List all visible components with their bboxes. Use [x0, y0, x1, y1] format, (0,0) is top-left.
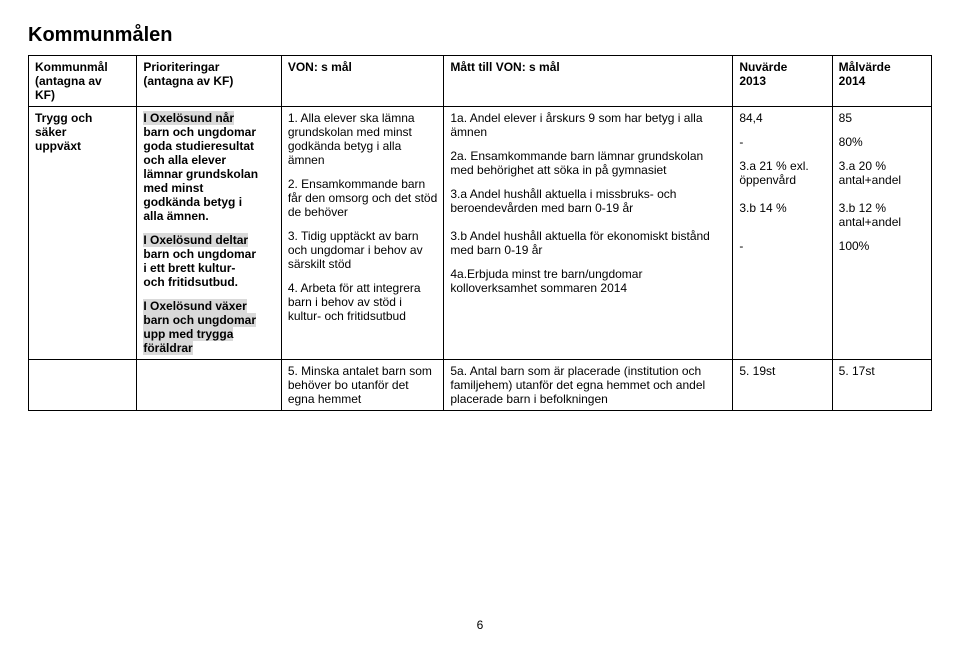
matt-item: 4a.Erbjuda minst tre barn/ungdomar kollo…: [450, 267, 726, 295]
von-item: 1. Alla elever ska lämna grundskolan med…: [288, 111, 438, 167]
value-item: 80%: [839, 135, 925, 149]
table-header-row: Kommunmål (antagna av KF) Prioriteringar…: [29, 56, 932, 107]
von-item: 4. Arbeta för att integrera barn i behov…: [288, 281, 438, 323]
cell-malvarde: 85 80% 3.a 20 % antal+andel 3.b 12 % ant…: [832, 107, 931, 360]
value-item: 3.a 20 %: [839, 159, 886, 173]
value-item: antal+andel: [839, 173, 901, 187]
header-malvarde: Målvärde 2014: [832, 56, 931, 107]
matt-item: 3.b Andel hushåll aktuella för ekonomisk…: [450, 229, 726, 257]
von-item: 2. Ensamkommande barn får den omsorg och…: [288, 177, 438, 219]
cell-von-mal: 1. Alla elever ska lämna grundskolan med…: [281, 107, 444, 360]
priority-highlight: I Oxelösund når: [143, 111, 234, 125]
von-item: 3. Tidig upptäckt av barn och ungdomar i…: [288, 229, 438, 271]
header-kommunmal: Kommunmål (antagna av KF): [29, 56, 137, 107]
matt-item: 2a. Ensamkommande barn lämnar grundskola…: [450, 149, 726, 177]
priority-highlight: upp med trygga: [143, 327, 233, 341]
table-row: Trygg och säker uppväxt I Oxelösund når …: [29, 107, 932, 360]
value-item: 3.a 21 % exl.: [739, 159, 808, 173]
priority-highlight: I Oxelösund växer: [143, 299, 246, 313]
priority-highlight: I Oxelösund deltar: [143, 233, 248, 247]
matt-item: 3.a Andel hushåll aktuella i missbruks- …: [450, 187, 726, 215]
value-item: 84,4: [739, 111, 825, 125]
cell-von-mal: 5. Minska antalet barn som behöver bo ut…: [281, 360, 444, 411]
cell-empty: [29, 360, 137, 411]
value-item: 3.b 12 %: [839, 201, 886, 215]
header-matt: Mått till VON: s mål: [444, 56, 733, 107]
value-item: öppenvård: [739, 173, 796, 187]
cell-nuvarde: 84,4 - 3.a 21 % exl. öppenvård 3.b 14 % …: [733, 107, 832, 360]
cell-malvarde: 5. 17st: [832, 360, 931, 411]
header-von-mal: VON: s mål: [281, 56, 444, 107]
priority-highlight: barn och ungdomar: [143, 313, 256, 327]
value-item: -: [739, 135, 825, 149]
value-item: 85: [839, 111, 925, 125]
page-number: 6: [0, 618, 960, 632]
cell-nuvarde: 5. 19st: [733, 360, 832, 411]
priority-highlight: föräldrar: [143, 341, 192, 355]
cell-matt: 1a. Andel elever i årskurs 9 som har bet…: [444, 107, 733, 360]
header-nuvarde: Nuvärde 2013: [733, 56, 832, 107]
value-item: antal+andel: [839, 215, 901, 229]
cell-kommunmal: Trygg och säker uppväxt: [29, 107, 137, 360]
cell-empty: [137, 360, 281, 411]
cell-matt: 5a. Antal barn som är placerade (institu…: [444, 360, 733, 411]
value-item: 100%: [839, 239, 925, 253]
value-item: 3.b 14 %: [739, 201, 786, 215]
header-prioriteringar: Prioriteringar (antagna av KF): [137, 56, 281, 107]
cell-prioriteringar: I Oxelösund når barn och ungdomar goda s…: [137, 107, 281, 360]
table-row: 5. Minska antalet barn som behöver bo ut…: [29, 360, 932, 411]
page-title: Kommunmålen: [28, 24, 932, 47]
goals-table: Kommunmål (antagna av KF) Prioriteringar…: [28, 55, 932, 411]
value-item: -: [739, 239, 825, 253]
matt-item: 1a. Andel elever i årskurs 9 som har bet…: [450, 111, 726, 139]
